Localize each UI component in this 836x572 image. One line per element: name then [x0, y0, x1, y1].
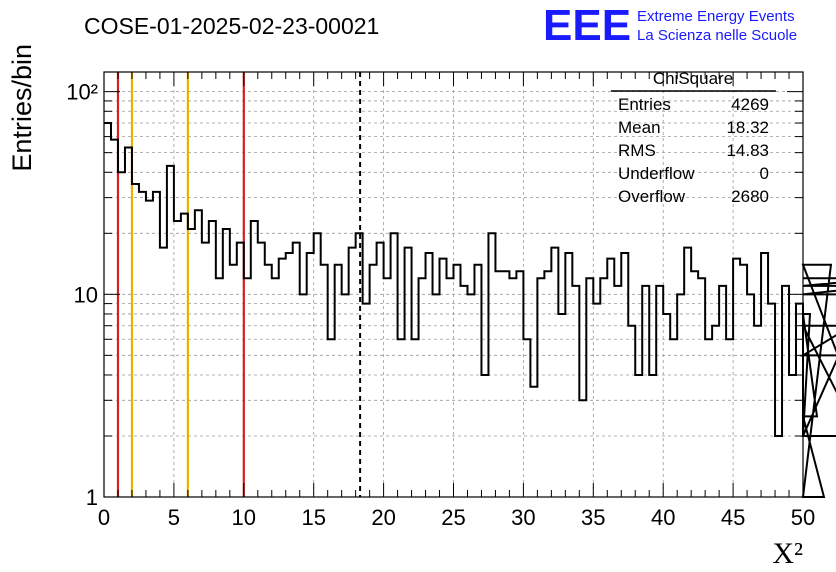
x-tick-label: 40	[651, 505, 675, 530]
x-tick-label: 25	[441, 505, 465, 530]
axis-ticks	[103, 72, 804, 498]
stats-row-value: 0	[760, 164, 769, 183]
stats-row-value: 4269	[731, 95, 769, 114]
reference-lines	[116, 72, 362, 497]
grid	[104, 72, 803, 497]
y-tick-label: 1	[86, 485, 98, 510]
x-tick-label: 10	[232, 505, 256, 530]
x-tick-label: 50	[791, 505, 815, 530]
x-tick-label: 35	[581, 505, 605, 530]
x-tick-label: 30	[511, 505, 535, 530]
eee-logo: EEE Extreme Energy Events La Scienza nel…	[543, 1, 797, 50]
stats-row-value: 14.83	[726, 141, 769, 160]
stats-row-value: 2680	[731, 187, 769, 206]
y-axis-label: Entries/bin	[7, 44, 37, 172]
x-tick-label: 45	[721, 505, 745, 530]
x-tick-label: 20	[371, 505, 395, 530]
logo-line-1: Extreme Energy Events	[637, 8, 795, 25]
chart-title: COSE-01-2025-02-23-00021	[84, 13, 379, 39]
x-axis-label: X²	[772, 537, 803, 570]
stats-row-label: Entries	[618, 95, 671, 114]
stats-row-label: Underflow	[618, 164, 695, 183]
y-tick-label: 10²	[66, 80, 98, 105]
stats-title: ChiSquare	[653, 69, 733, 88]
stats-row-label: RMS	[618, 141, 656, 160]
logo-text: EEE	[543, 1, 631, 50]
stats-row-value: 18.32	[726, 118, 769, 137]
stats-box: ChiSquare Entries 4269 Mean 18.32 RMS 14.83 Un…	[611, 69, 776, 206]
stats-row-label: Overflow	[618, 187, 686, 206]
stats-rows: Entries 4269 Mean 18.32 RMS 14.83 Underflow 0 Ov…	[618, 95, 769, 206]
y-tick-label: 10	[74, 282, 98, 307]
y-tick-labels: 1 10 10²	[66, 80, 98, 510]
logo-line-2: La Scienza nelle Scuole	[637, 27, 797, 44]
histogram-step-line	[104, 122, 836, 498]
x-tick-label: 5	[168, 505, 180, 530]
x-tick-label: 15	[301, 505, 325, 530]
x-tick-labels: 0 5 10 15 20 25 30 35 40 45 50	[98, 505, 815, 530]
x-tick-label: 0	[98, 505, 110, 530]
stats-row-label: Mean	[618, 118, 661, 137]
